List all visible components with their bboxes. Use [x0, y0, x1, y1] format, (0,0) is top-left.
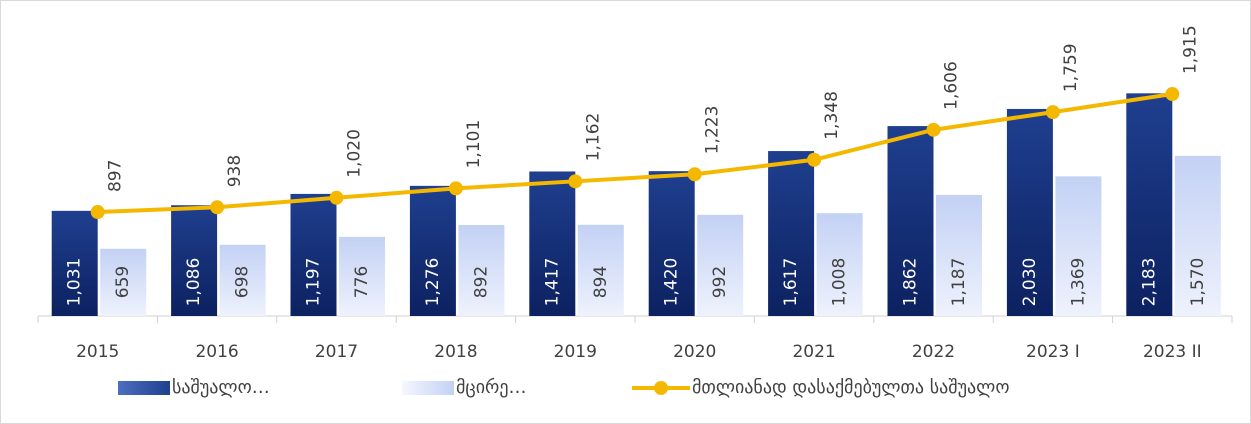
bar-value-label: 1,008	[830, 258, 850, 307]
x-tick-label: 2015	[76, 342, 119, 362]
line-value-label: 1,223	[703, 106, 723, 155]
x-tick-label: 2019	[554, 342, 597, 362]
line-marker	[1045, 105, 1060, 120]
line-value-label: 1,759	[1061, 43, 1081, 92]
line-value-label: 897	[106, 160, 126, 192]
bar-value-label: 992	[710, 266, 730, 298]
bar-value-label: 2,030	[1020, 258, 1040, 307]
line-value-label: 938	[225, 155, 245, 187]
bar	[816, 213, 863, 316]
line-value-label: 1,020	[345, 129, 365, 178]
bar-value-label: 1,086	[184, 258, 204, 307]
x-tick-label: 2016	[195, 342, 238, 362]
bar-value-label: 1,031	[65, 258, 85, 307]
line-marker	[807, 152, 822, 167]
line-marker	[90, 205, 105, 220]
bar	[290, 193, 337, 316]
line-value-label: 1,348	[822, 91, 842, 140]
line-value-label: 1,101	[464, 120, 484, 169]
bar-value-label: 659	[113, 266, 133, 298]
x-tick-label: 2022	[912, 342, 955, 362]
bar	[409, 185, 456, 316]
line-value-label: 1,162	[583, 113, 603, 162]
x-tick-label: 2017	[315, 342, 358, 362]
bar-value-label: 894	[591, 266, 611, 298]
legend-label: საშუალო…	[172, 377, 270, 398]
bar	[697, 214, 744, 316]
bar	[100, 248, 147, 316]
bar	[219, 244, 266, 316]
bar	[1126, 93, 1173, 316]
line-marker	[568, 174, 583, 189]
bar-value-label: 892	[471, 266, 491, 298]
bar-value-label: 1,570	[1188, 258, 1208, 307]
x-tick-label: 2023 II	[1143, 342, 1202, 362]
bar	[1174, 155, 1221, 316]
legend-swatch	[402, 381, 454, 395]
line-value-label: 1,606	[942, 61, 962, 110]
bar	[577, 224, 624, 316]
bar-value-label: 776	[352, 266, 372, 298]
line-marker	[926, 122, 941, 137]
bar	[936, 194, 982, 316]
legend-marker	[654, 381, 668, 395]
line	[97, 92, 1173, 215]
legend-label: მთლიანად დასაქმებულთა საშუალო	[692, 377, 1009, 398]
x-tick-label: 2020	[673, 342, 716, 362]
bar	[458, 225, 505, 316]
bar-value-label: 698	[233, 266, 253, 298]
line-marker	[210, 200, 225, 215]
bar-value-label: 1,417	[542, 258, 562, 307]
bar	[768, 151, 815, 316]
line-marker	[1165, 87, 1180, 102]
bar	[1055, 176, 1102, 316]
bar	[51, 210, 98, 316]
line-marker	[448, 181, 463, 196]
bar-value-label: 1,197	[304, 258, 324, 307]
bar-value-label: 1,862	[901, 258, 921, 307]
legend-label: მცირე…	[456, 377, 526, 398]
line-value-label: 1,915	[1180, 25, 1200, 74]
bar-value-label: 1,420	[662, 258, 682, 307]
bar-value-label: 1,617	[781, 258, 801, 307]
bar	[339, 236, 385, 316]
x-tick-label: 2023 I	[1026, 342, 1080, 362]
bar	[887, 126, 934, 317]
bar-value-label: 1,187	[949, 258, 969, 307]
bar	[529, 171, 576, 316]
x-tick-label: 2018	[434, 342, 477, 362]
bar-value-label: 1,369	[1068, 258, 1088, 307]
x-tick-label: 2021	[792, 342, 835, 362]
bar	[648, 171, 695, 316]
bar-value-label: 2,183	[1139, 258, 1159, 307]
bar	[1006, 108, 1053, 316]
line-marker	[687, 167, 702, 182]
bar-value-label: 1,276	[423, 258, 443, 307]
bar	[171, 205, 218, 316]
line-marker	[329, 190, 344, 205]
legend-swatch	[118, 381, 170, 395]
